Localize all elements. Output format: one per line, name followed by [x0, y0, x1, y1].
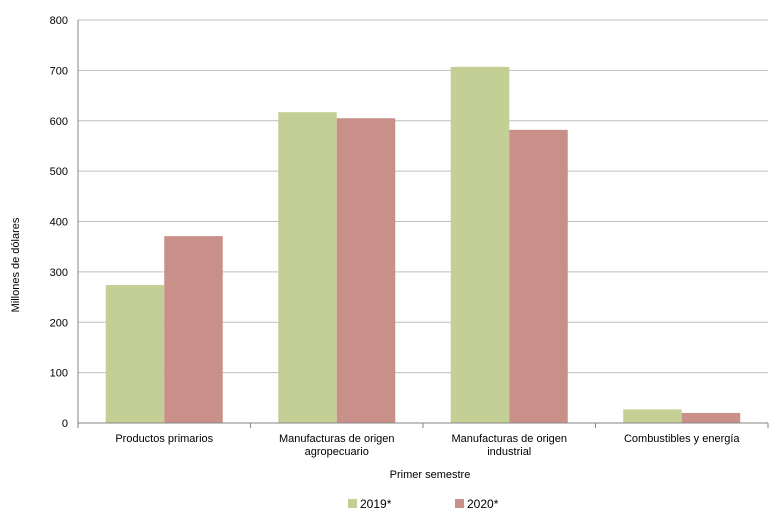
- axes: [77, 20, 769, 428]
- bars: [105, 66, 741, 423]
- y-tick-label: 700: [50, 65, 68, 77]
- legend-label: 2020*: [467, 497, 499, 511]
- bar-2019-3: [623, 409, 682, 423]
- y-tick-labels: 0 100 200 300 400 500 600 700 800: [50, 15, 68, 430]
- legend: 2019* 2020*: [348, 497, 499, 511]
- bar-2020-2: [509, 129, 568, 423]
- x-tick-label: Manufacturas de origen industrial: [451, 433, 567, 458]
- x-tick-labels: Productos primarios Manufacturas de orige…: [115, 433, 740, 458]
- y-axis-title: Millones de dólares: [10, 217, 22, 312]
- y-tick-label: 100: [50, 368, 68, 380]
- y-tick-label: 200: [50, 317, 68, 329]
- x-tick-label: Manufacturas de origen agropecuario: [279, 433, 395, 458]
- y-tick-label: 0: [62, 418, 68, 430]
- y-tick-label: 400: [50, 217, 68, 229]
- y-tick-label: 500: [50, 166, 68, 178]
- bar-2019-2: [450, 66, 510, 423]
- y-tick-label: 300: [50, 267, 68, 279]
- y-tick-label: 600: [50, 116, 68, 128]
- legend-swatch: [348, 499, 357, 508]
- x-tick-label: Productos primarios: [115, 433, 213, 445]
- x-tick-label: Combustibles y energía: [624, 433, 740, 445]
- bar-2020-0: [164, 236, 223, 423]
- bar-2020-3: [681, 412, 741, 423]
- bar-2020-1: [336, 118, 396, 423]
- legend-label: 2019*: [360, 497, 392, 511]
- bar-2019-1: [278, 112, 337, 423]
- x-axis-title: Primer semestre: [390, 469, 471, 481]
- legend-swatch: [455, 499, 464, 508]
- bar-2019-0: [105, 284, 165, 423]
- y-tick-label: 800: [50, 15, 68, 27]
